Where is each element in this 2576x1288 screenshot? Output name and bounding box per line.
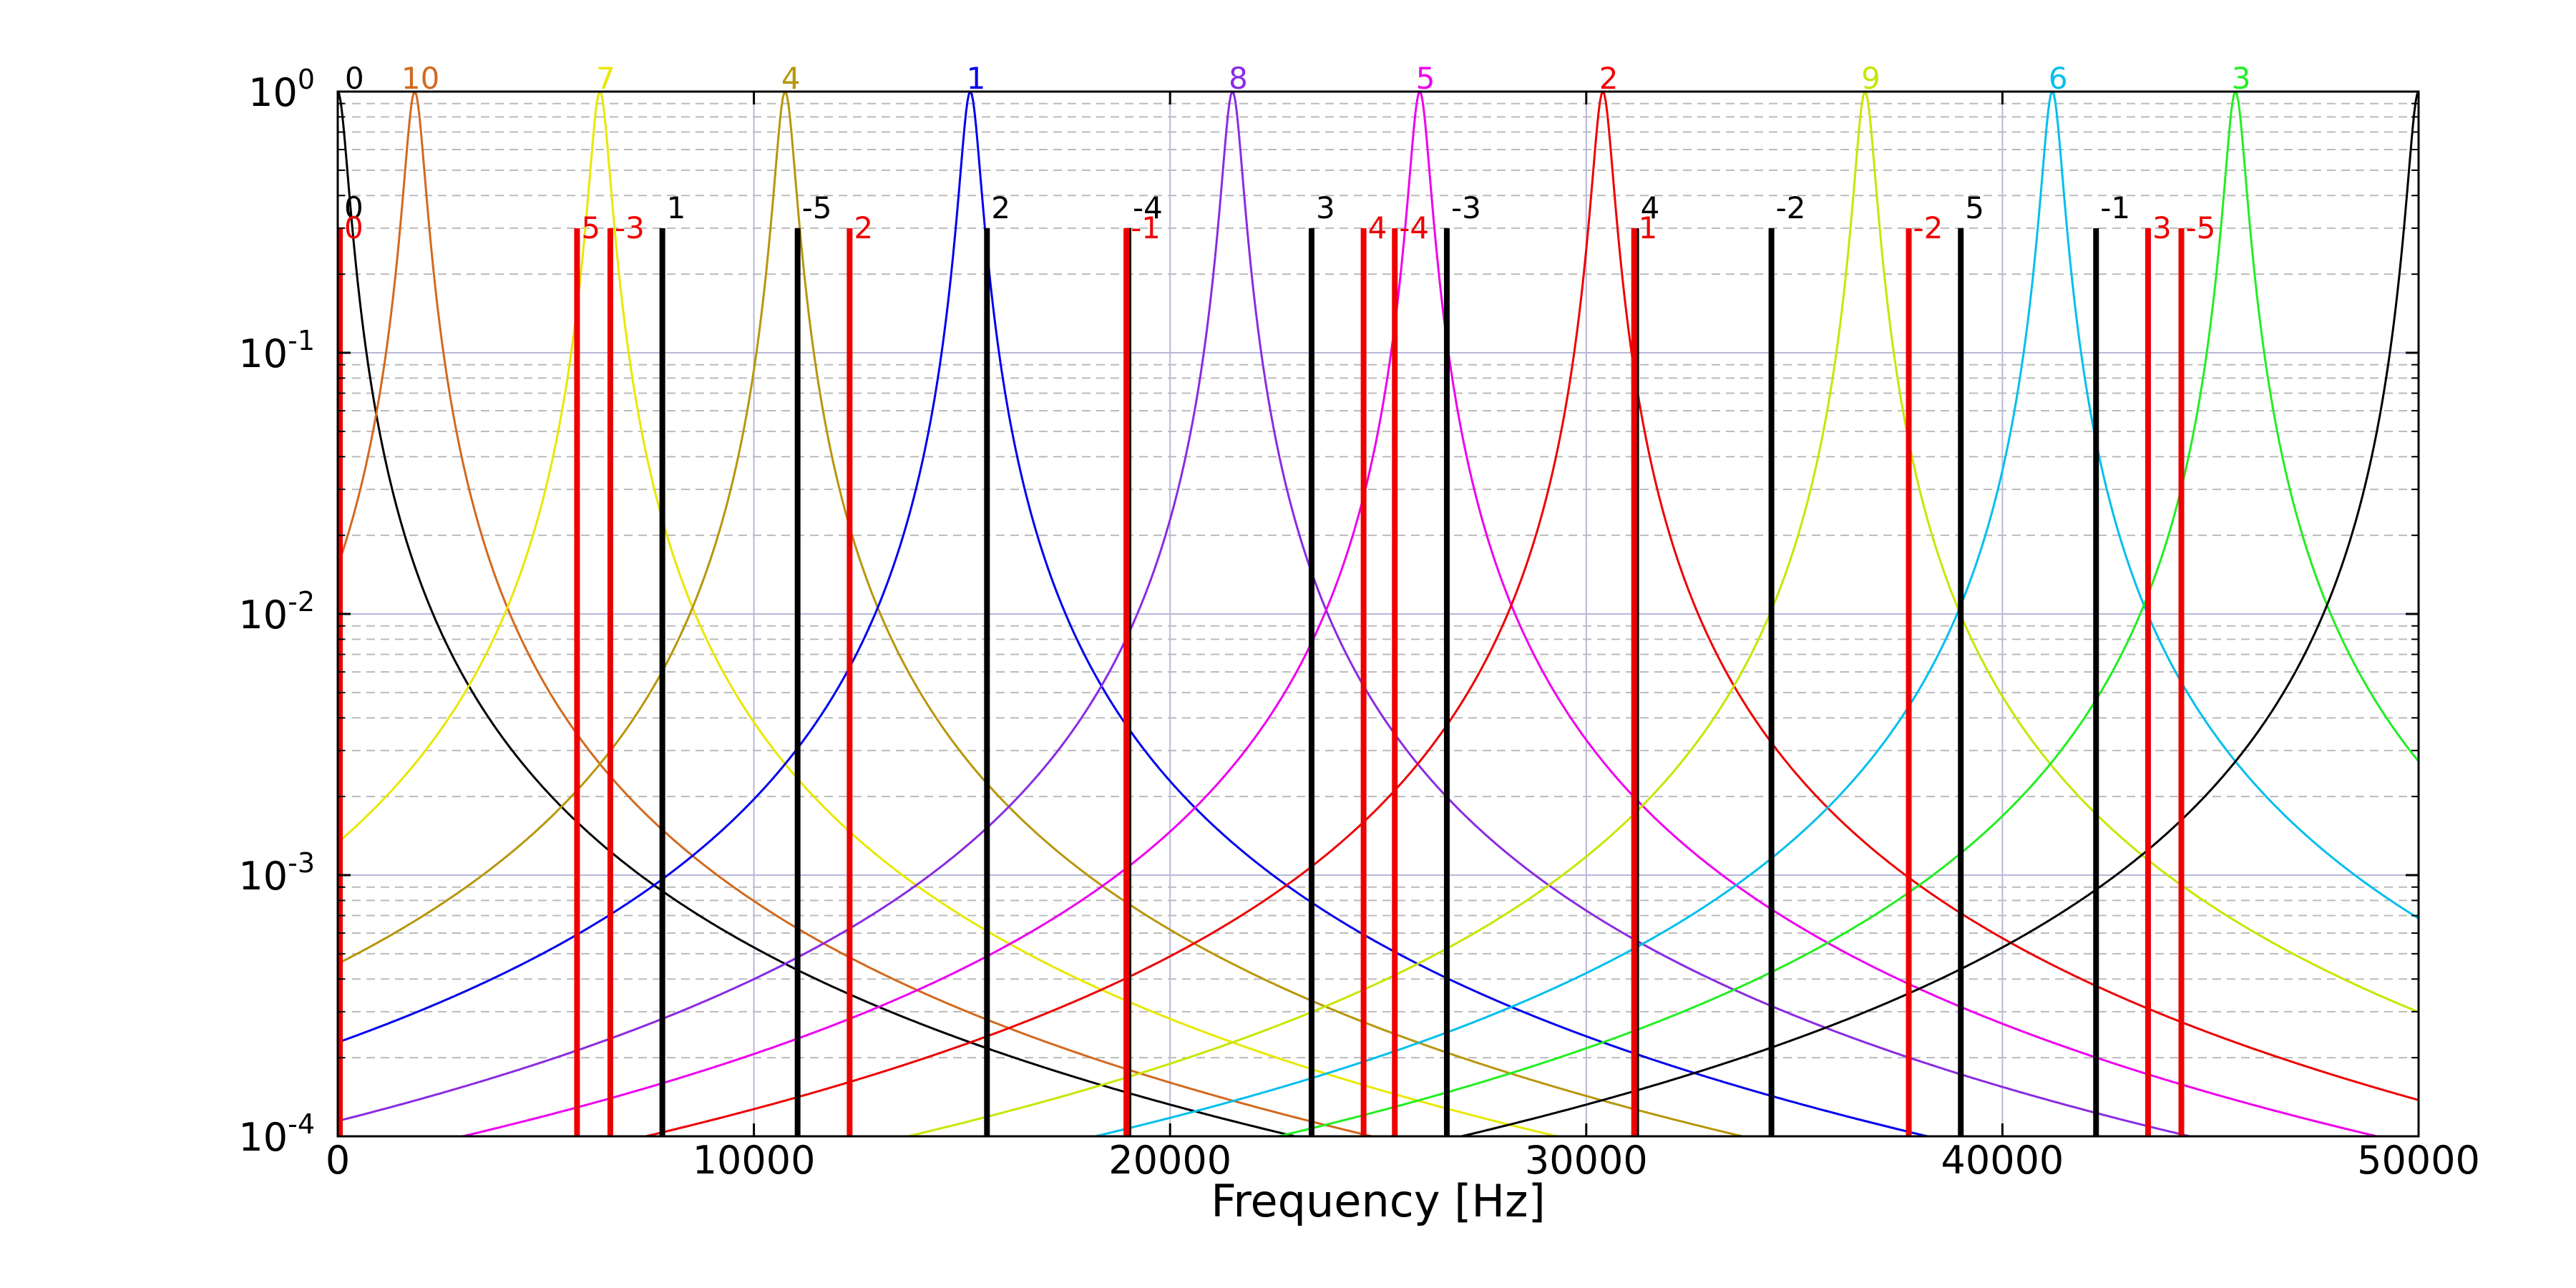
black-bar-label: 0: [344, 190, 364, 225]
black-bar-label: 4: [1641, 190, 1660, 225]
peak-curve: [640, 92, 2419, 1136]
peak-curve: [457, 92, 2382, 1136]
y-tick-label: 10-1: [238, 325, 315, 376]
red-bar-label: -5: [2185, 210, 2215, 245]
x-tick-label: 50000: [2357, 1138, 2480, 1183]
x-tick-label: 40000: [1941, 1138, 2064, 1183]
peak-curve: [338, 92, 1377, 1136]
x-axis-title: Frequency [Hz]: [1211, 1175, 1546, 1227]
peak-curves: [338, 92, 2419, 1136]
x-tick-label: 20000: [1108, 1138, 1231, 1183]
black-bar-label: 1: [667, 190, 686, 225]
peak-label: 4: [781, 61, 801, 96]
red-bar-label: -2: [1913, 210, 1943, 245]
red-bar-label: -3: [615, 210, 645, 245]
peak-label: 1: [967, 61, 986, 96]
y-tick-label: 100: [248, 64, 315, 115]
black-bar-label: 5: [1965, 190, 1984, 225]
black-bar-label: 2: [991, 190, 1010, 225]
peak-curve: [338, 92, 1933, 1136]
bar-lines: [337, 228, 2185, 1136]
peak-curve: [1273, 92, 2419, 1136]
peak-label: 8: [1229, 61, 1248, 96]
y-tick-label: 10-3: [238, 847, 315, 899]
peak-label: 5: [1416, 61, 1435, 96]
peak-label: 10: [401, 61, 439, 96]
peak-curve: [338, 92, 1300, 1136]
peak-curve: [338, 92, 1562, 1136]
red-bar-label: 3: [2152, 210, 2172, 245]
x-tick-label: 10000: [693, 1138, 816, 1183]
black-bar-label: 3: [1316, 190, 1335, 225]
red-bar-label: 0: [344, 210, 364, 245]
red-bar-label: 4: [1368, 210, 1387, 245]
red-bar-label: 1: [1639, 210, 1658, 245]
peak-label: 0: [345, 61, 364, 96]
peak-labels: 0 10 7 4 1 8 5 2 9 6 30 1 -5 2 -4 3 -3 4 -2 5 -10 5 -3 2 -1 4 -4 1-…: [344, 61, 2250, 245]
x-tick-label: 30000: [1525, 1138, 1648, 1183]
y-tick-label: 10-2: [238, 586, 315, 638]
peak-curve: [338, 92, 1747, 1136]
peak-label: 6: [2049, 61, 2068, 96]
peak-label: 2: [1599, 61, 1619, 96]
red-bar-label: 5: [581, 210, 600, 245]
red-bar-label: -1: [1131, 210, 1161, 245]
black-bar-label: -4: [1133, 190, 1163, 225]
red-bar-label: 2: [854, 210, 873, 245]
peak-curve: [338, 92, 2195, 1136]
black-bar-label: -1: [2100, 190, 2130, 225]
y-tick-label: 10-4: [238, 1108, 315, 1160]
peak-label: 7: [596, 61, 615, 96]
peak-curve: [903, 92, 2419, 1136]
black-bar-label: -2: [1776, 190, 1806, 225]
peak-label: 3: [2232, 61, 2251, 96]
black-bar-label: -5: [802, 190, 832, 225]
x-tick-label: 0: [326, 1138, 350, 1183]
peak-curve: [1456, 92, 2419, 1136]
peak-curve: [1091, 92, 2419, 1136]
peak-label: 9: [1861, 61, 1880, 96]
red-bar-label: -4: [1399, 210, 1429, 245]
black-bar-label: -3: [1451, 190, 1481, 225]
